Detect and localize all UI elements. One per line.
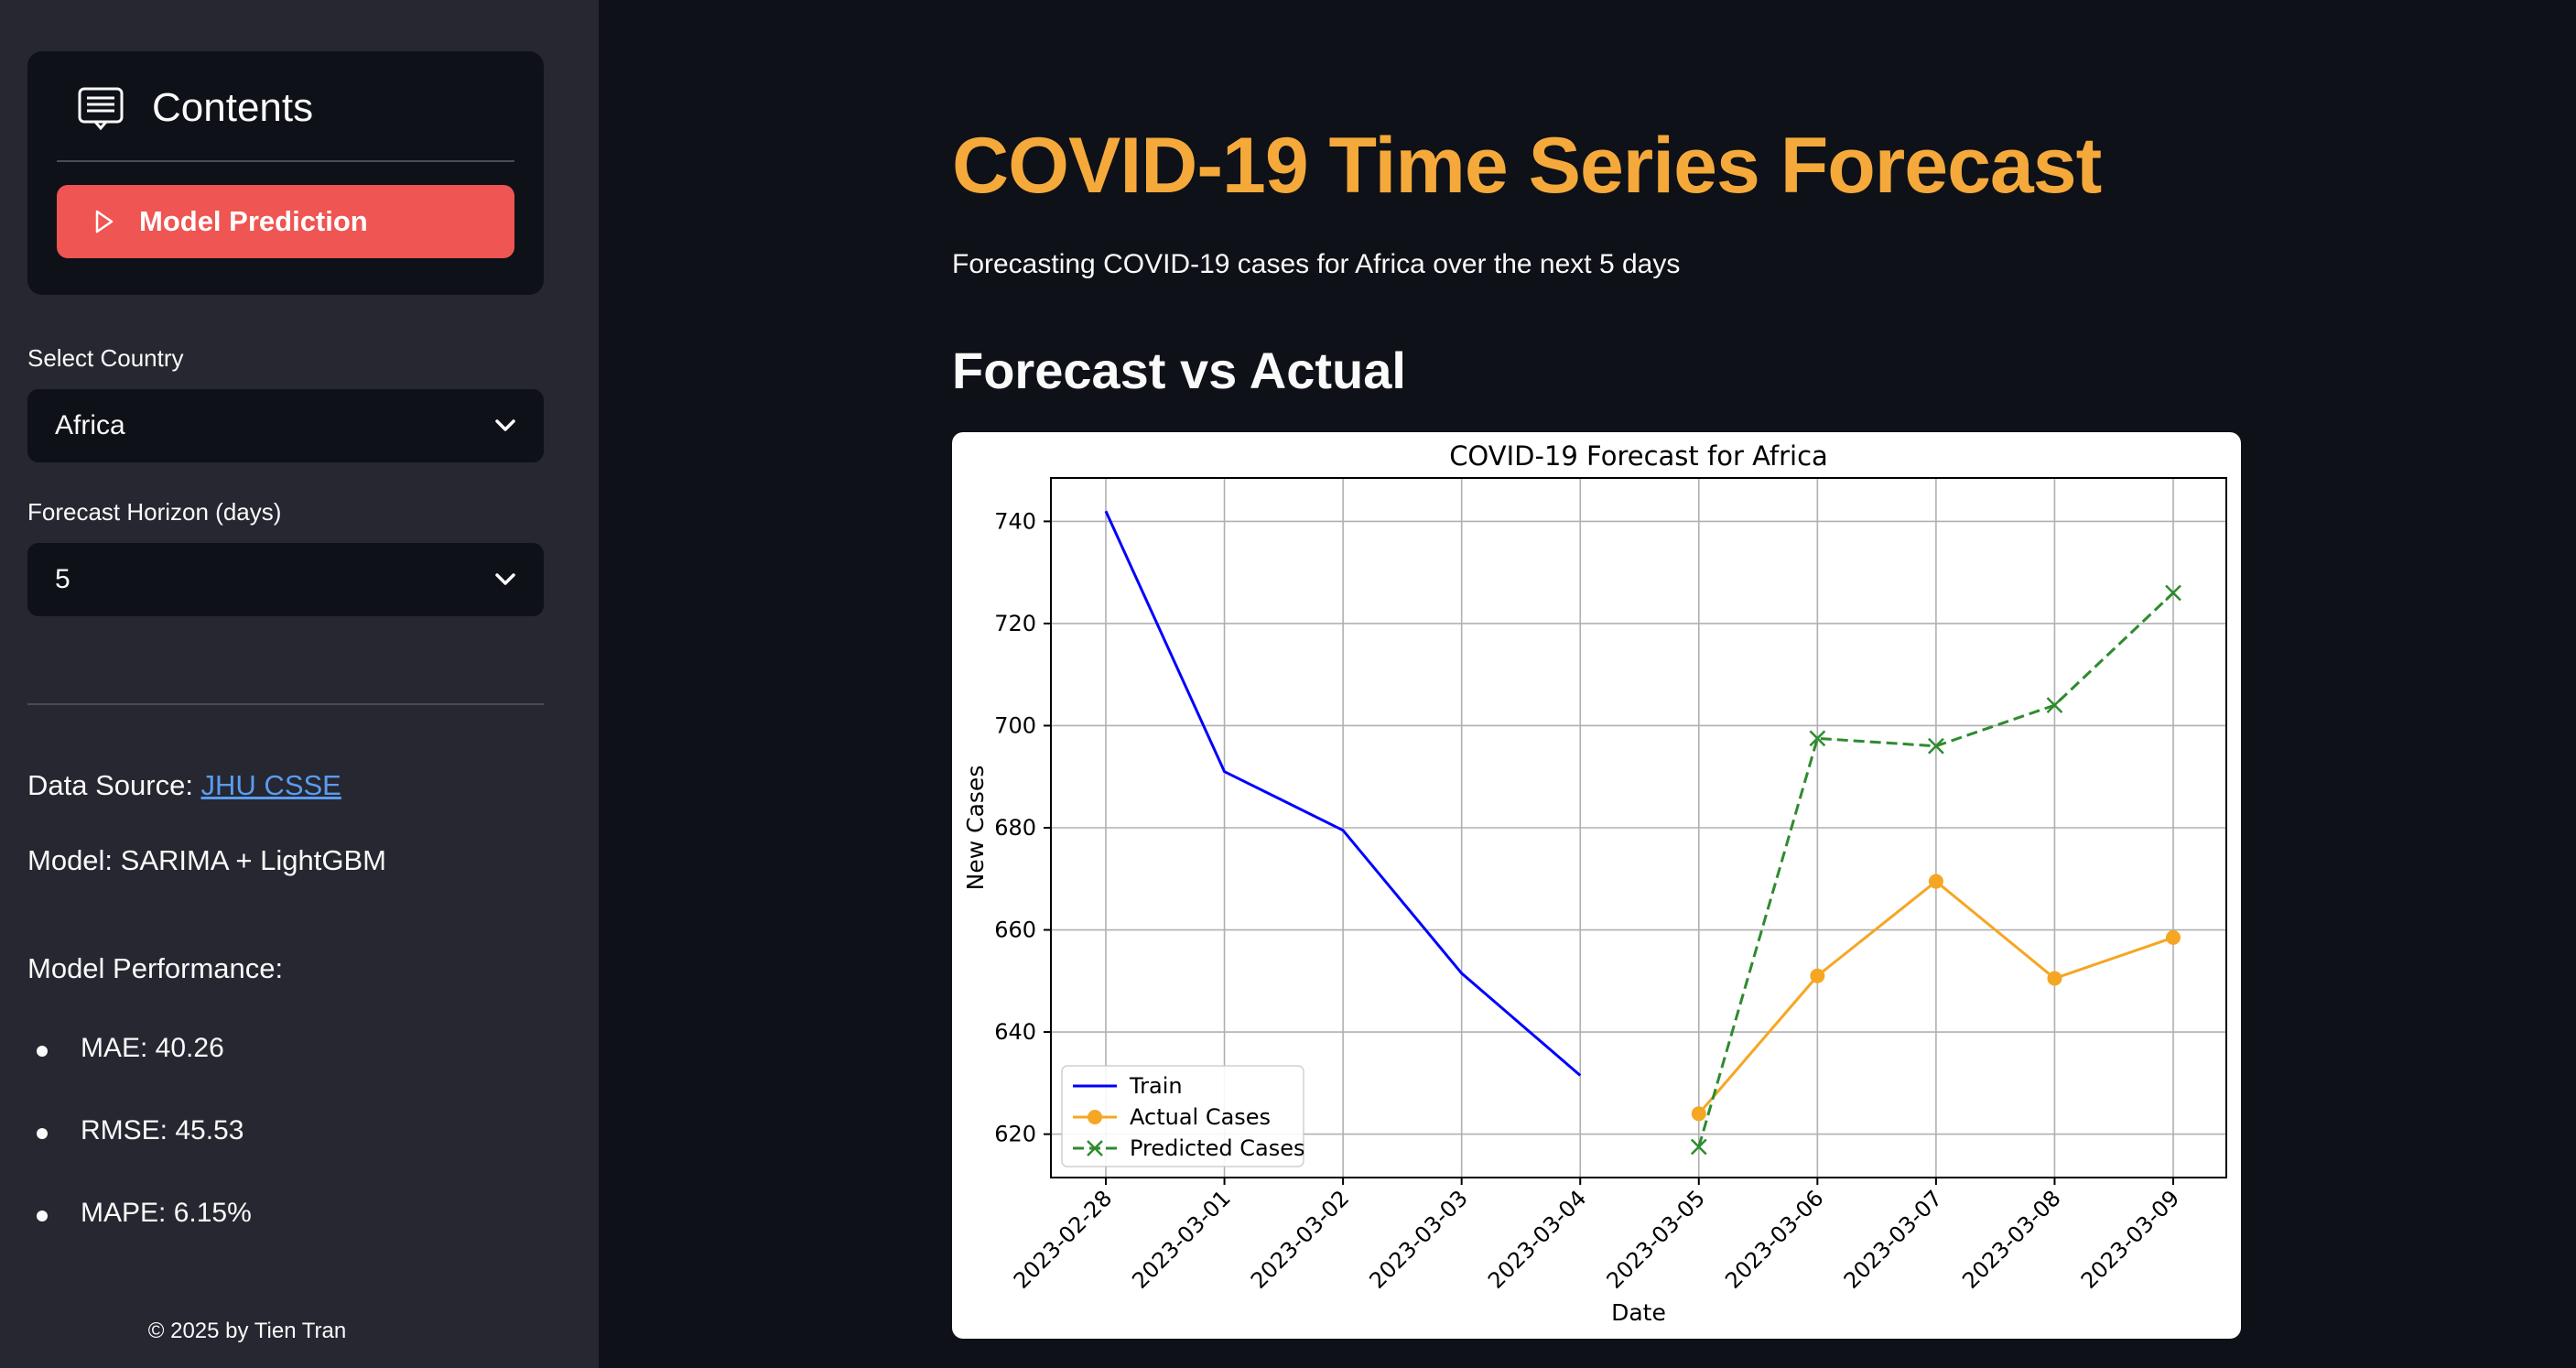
horizon-select[interactable]: 5 (27, 543, 544, 616)
chevron-down-icon (495, 573, 515, 585)
data-point (1690, 1138, 1707, 1156)
data-point (1810, 968, 1825, 983)
series-train (1104, 510, 1582, 1077)
bullet-dot (37, 1128, 48, 1139)
country-select-value: Africa (55, 410, 125, 440)
bullet-dot (37, 1046, 48, 1057)
horizon-select-value: 5 (55, 564, 70, 594)
model-prediction-nav-button[interactable]: Model Prediction (57, 185, 514, 258)
y-tick-label: 740 (994, 508, 1036, 534)
footer-credit: © 2025 by Tien Tran (147, 1319, 347, 1343)
country-select-label: Select Country (27, 344, 184, 372)
page-title: COVID-19 Time Series Forecast (952, 122, 2102, 210)
forecast-chart-card: 620 640 660 680 700 720 740 2023-02-28 2023-03-0… (952, 432, 2241, 1339)
x-tick-label: 2023-03-04 (1483, 1185, 1591, 1293)
legend-box (1061, 1065, 1304, 1167)
marker-stroke (2046, 697, 2063, 714)
horizon-select-label: Forecast Horizon (days) (27, 498, 282, 526)
data-point (1928, 874, 1943, 889)
x-tick-label: 2023-03-01 (1127, 1185, 1235, 1293)
page-subtitle: Forecasting COVID-19 cases for Africa ov… (952, 249, 1681, 279)
y-tick-label: 660 (994, 917, 1036, 943)
performance-title: Model Performance: (27, 952, 284, 984)
legend-label: Predicted Cases (1130, 1135, 1305, 1161)
legend-label: Actual Cases (1130, 1104, 1271, 1130)
data-point (1809, 730, 1826, 747)
contents-title: Contents (152, 85, 314, 130)
country-select[interactable]: Africa (27, 389, 544, 462)
model-text: Model: SARIMA + LightGBM (27, 844, 386, 876)
data-source-label: Data Source: (27, 769, 201, 801)
play-icon (95, 210, 114, 233)
contents-panel: Contents Model Prediction (27, 51, 544, 295)
model-prediction-label: Model Prediction (139, 205, 368, 237)
legend-label: Train (1129, 1073, 1183, 1099)
data-point (1088, 1110, 1102, 1124)
marker-stroke (1928, 737, 1944, 755)
y-tick-label: 680 (994, 815, 1036, 841)
y-tick-label: 620 (994, 1122, 1036, 1147)
y-tick-label: 720 (994, 611, 1036, 636)
x-tick-label: 2023-03-06 (1720, 1185, 1828, 1293)
marker-stroke (1809, 730, 1826, 747)
x-tick-label: 2023-02-28 (1009, 1185, 1117, 1293)
metric-rmse: RMSE: 45.53 (81, 1115, 244, 1145)
y-tick-label: 700 (994, 712, 1036, 738)
data-point (2165, 584, 2181, 602)
data-source-text: Data Source: JHU CSSE (27, 769, 341, 802)
marker-stroke (2165, 584, 2181, 602)
series-line (1104, 510, 1582, 1077)
metric-mae: MAE: 40.26 (81, 1033, 224, 1063)
sidebar: Contents Model Prediction Select Country… (0, 0, 599, 1368)
data-point (2047, 971, 2062, 986)
chart-legend: Train Actual Cases Predicted Cases (1061, 1065, 1305, 1167)
marker-stroke (1690, 1138, 1707, 1156)
y-tick-label: 640 (994, 1019, 1036, 1045)
chart-title: COVID-19 Forecast for Africa (1449, 440, 1828, 472)
y-axis-label: New Cases (962, 765, 989, 891)
x-tick-label: 2023-03-07 (1839, 1185, 1947, 1293)
contents-menu-icon (78, 87, 124, 131)
data-point (2046, 697, 2063, 714)
data-point (1928, 737, 1944, 755)
data-point (1691, 1106, 1706, 1122)
x-tick-label: 2023-03-08 (1957, 1185, 2065, 1293)
x-tick-label: 2023-03-05 (1602, 1185, 1710, 1293)
metric-mape: MAPE: 6.15% (81, 1198, 252, 1228)
bullet-dot (37, 1211, 48, 1221)
contents-divider (57, 160, 514, 162)
section-title: Forecast vs Actual (952, 342, 1406, 399)
data-point (2166, 929, 2181, 945)
marker-stroke (1087, 1140, 1103, 1156)
sidebar-divider (27, 703, 544, 705)
data-point (1087, 1140, 1103, 1156)
series-predicted-cases (1690, 584, 2181, 1156)
x-tick-label: 2023-03-02 (1246, 1185, 1354, 1293)
chevron-down-icon (495, 419, 515, 431)
data-source-link[interactable]: JHU CSSE (200, 769, 341, 801)
contents-header: Contents (77, 79, 313, 137)
series-actual-cases (1691, 874, 2181, 1122)
x-tick-label: 2023-03-03 (1364, 1185, 1472, 1293)
x-axis-label: Date (1611, 1299, 1666, 1326)
x-tick-label: 2023-03-09 (2076, 1185, 2184, 1293)
